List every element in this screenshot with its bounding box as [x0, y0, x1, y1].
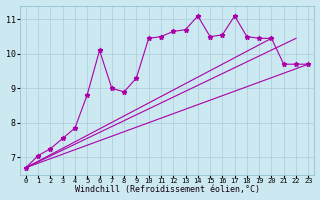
X-axis label: Windchill (Refroidissement éolien,°C): Windchill (Refroidissement éolien,°C) [75, 185, 260, 194]
